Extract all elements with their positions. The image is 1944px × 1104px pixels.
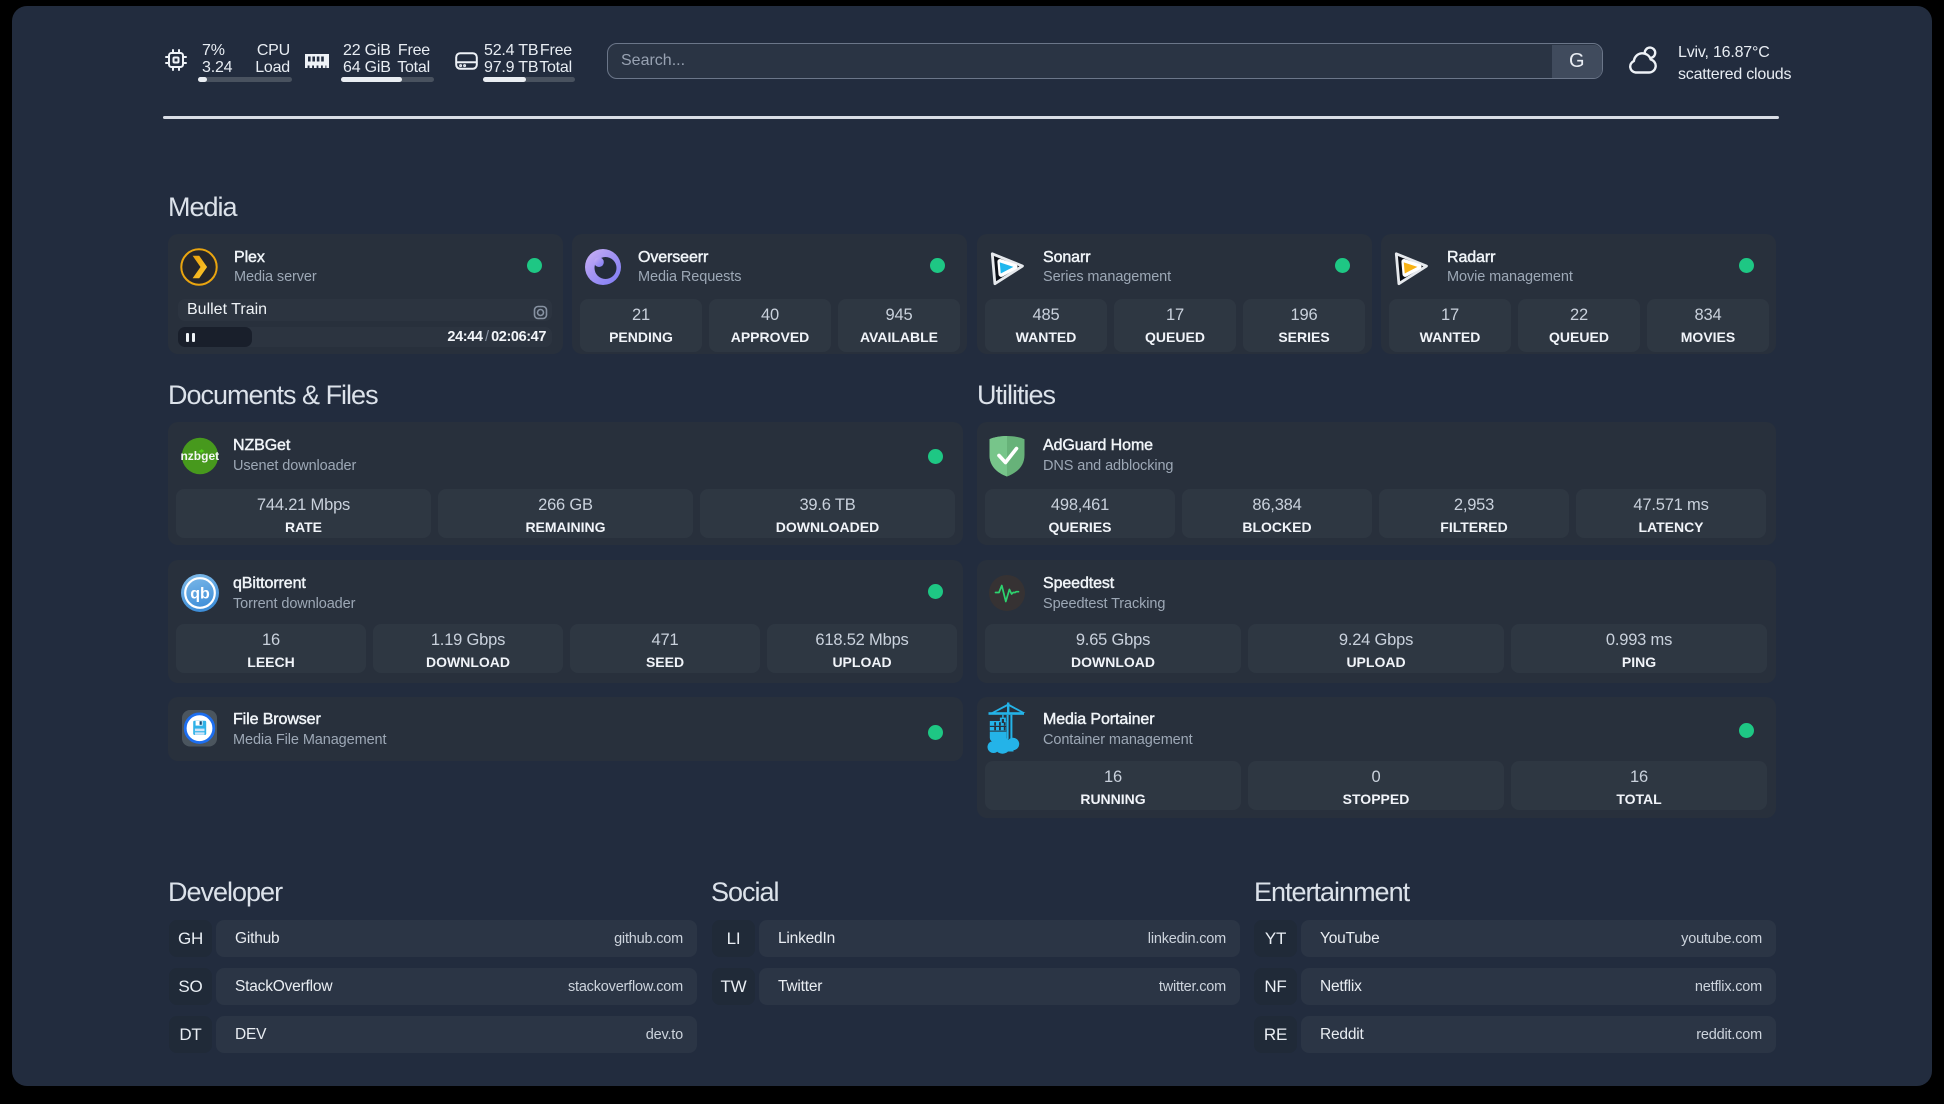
svg-text:nzbget: nzbget: [181, 449, 219, 463]
svg-text:qb: qb: [190, 586, 210, 603]
